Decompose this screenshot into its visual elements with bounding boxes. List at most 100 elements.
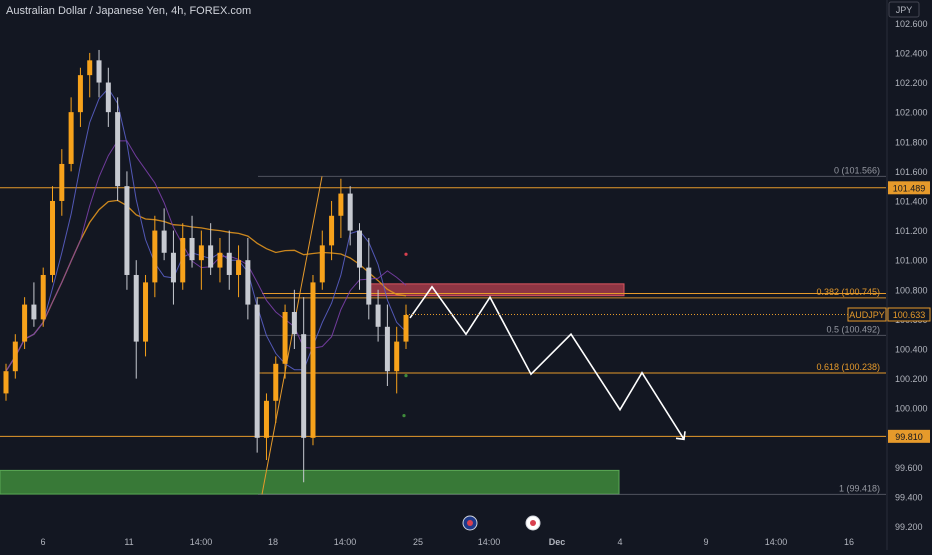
- level-price-badge: [888, 429, 930, 443]
- demand-zone[interactable]: [0, 469, 620, 495]
- candle[interactable]: [226, 230, 232, 290]
- candle[interactable]: [180, 223, 186, 290]
- level-price-badge: [888, 181, 930, 195]
- symbol-badge: [847, 307, 887, 322]
- candle[interactable]: [12, 334, 18, 379]
- time-tick-label: 14:00: [478, 537, 501, 547]
- price-tick-label: 102.600: [895, 19, 928, 29]
- candle[interactable]: [217, 237, 223, 283]
- price-axis-layer[interactable]: 102.600 102.400 102.200 102.000 101.800 101.6…: [406, 0, 931, 550]
- price-tick-label: 102.400: [895, 48, 928, 58]
- candle[interactable]: [3, 363, 9, 401]
- candle[interactable]: [375, 289, 381, 342]
- candle[interactable]: [77, 67, 83, 127]
- candle[interactable]: [96, 49, 102, 98]
- fib-anchor-line[interactable]: [261, 176, 323, 495]
- current-price-badge: [887, 307, 931, 322]
- ma-short-line[interactable]: [5, 87, 407, 372]
- candle[interactable]: [347, 186, 353, 246]
- time-tick-label: 14:00: [334, 537, 357, 547]
- candle[interactable]: [50, 186, 56, 283]
- candle[interactable]: [338, 178, 344, 238]
- price-tick-label: 99.600: [895, 463, 923, 473]
- candle[interactable]: [310, 274, 316, 446]
- candle[interactable]: [291, 289, 297, 349]
- price-tick-label: 100.000: [895, 404, 928, 414]
- level-price-text: 99.810: [895, 432, 923, 442]
- candle[interactable]: [208, 223, 214, 275]
- fib-level-label: 0.5 (100.492): [826, 324, 880, 334]
- price-tick-label: 99.200: [895, 522, 923, 532]
- symbol-label: AUDJPY: [849, 310, 885, 320]
- time-tick-label: 11: [124, 537, 133, 547]
- currency-badge[interactable]: [888, 1, 920, 18]
- candle[interactable]: [161, 208, 167, 261]
- candle[interactable]: [236, 245, 242, 298]
- time-axis-layer[interactable]: 6 11 14:00 18 14:00 25 14:00 Dec 4 9 14:00 16: [40, 537, 854, 547]
- projection-layer: [409, 285, 686, 441]
- level-price-text: 101.489: [893, 183, 926, 193]
- projection-arrowhead: [675, 431, 686, 441]
- candle[interactable]: [282, 304, 288, 379]
- currency-label: JPY: [896, 5, 913, 15]
- candle[interactable]: [59, 149, 65, 216]
- candle[interactable]: [143, 274, 149, 357]
- candle[interactable]: [273, 356, 279, 424]
- flag-au-icon[interactable]: [462, 515, 478, 531]
- candle[interactable]: [124, 171, 130, 290]
- price-tick-label: 99.400: [895, 493, 923, 503]
- candle[interactable]: [22, 297, 28, 349]
- price-tick-label: 100.400: [895, 344, 928, 354]
- candle[interactable]: [115, 97, 121, 201]
- price-tick-label: 100.800: [895, 285, 928, 295]
- candle[interactable]: [356, 223, 362, 290]
- fib-level-label: 0 (101.566): [834, 165, 880, 175]
- candle[interactable]: [254, 297, 260, 453]
- signal-marker: [404, 252, 408, 256]
- candles-layer: [3, 49, 409, 483]
- price-tick-label: 101.200: [895, 226, 928, 236]
- candle[interactable]: [152, 215, 158, 298]
- fibonacci-layer: 0 (101.566) 0.382 (100.745) 0.5 (100.492) 0…: [258, 165, 886, 495]
- candle[interactable]: [189, 215, 195, 268]
- candle[interactable]: [105, 67, 111, 127]
- time-tick-label: 6: [40, 537, 45, 547]
- time-tick-label: Dec: [549, 537, 566, 547]
- candle[interactable]: [198, 230, 204, 290]
- projection-path[interactable]: [409, 285, 685, 440]
- signal-marker: [404, 374, 408, 378]
- flag-jp-icon[interactable]: [525, 515, 541, 531]
- price-tick-label: 101.000: [895, 256, 928, 266]
- candle[interactable]: [31, 282, 37, 327]
- time-tick-label: 16: [844, 537, 854, 547]
- time-tick-label: 25: [413, 537, 423, 547]
- price-tick-label: 101.600: [895, 167, 928, 177]
- time-tick-label: 9: [703, 537, 708, 547]
- candle[interactable]: [40, 267, 46, 327]
- price-tick-label: 101.400: [895, 196, 928, 206]
- candle[interactable]: [263, 393, 269, 461]
- moving-averages-layer: [5, 87, 407, 372]
- chart-title: Australian Dollar / Japanese Yen, 4h, FO…: [6, 5, 251, 17]
- candle[interactable]: [87, 52, 93, 98]
- ma-mid-line[interactable]: [5, 140, 407, 372]
- price-tick-label: 101.800: [895, 137, 928, 147]
- candle[interactable]: [133, 260, 139, 379]
- candle[interactable]: [403, 304, 409, 349]
- candle[interactable]: [68, 97, 74, 172]
- time-tick-label: 14:00: [765, 537, 788, 547]
- candle[interactable]: [384, 304, 390, 387]
- fib-level-label: 1 (99.418): [839, 483, 880, 493]
- fib-level-label: 0.618 (100.238): [816, 362, 880, 372]
- candle[interactable]: [319, 230, 325, 290]
- time-tick-label: 14:00: [190, 537, 213, 547]
- candle[interactable]: [301, 297, 307, 483]
- candle[interactable]: [329, 200, 335, 261]
- candle[interactable]: [170, 230, 176, 305]
- candle[interactable]: [245, 237, 251, 320]
- candle[interactable]: [394, 326, 400, 394]
- candle[interactable]: [366, 237, 372, 320]
